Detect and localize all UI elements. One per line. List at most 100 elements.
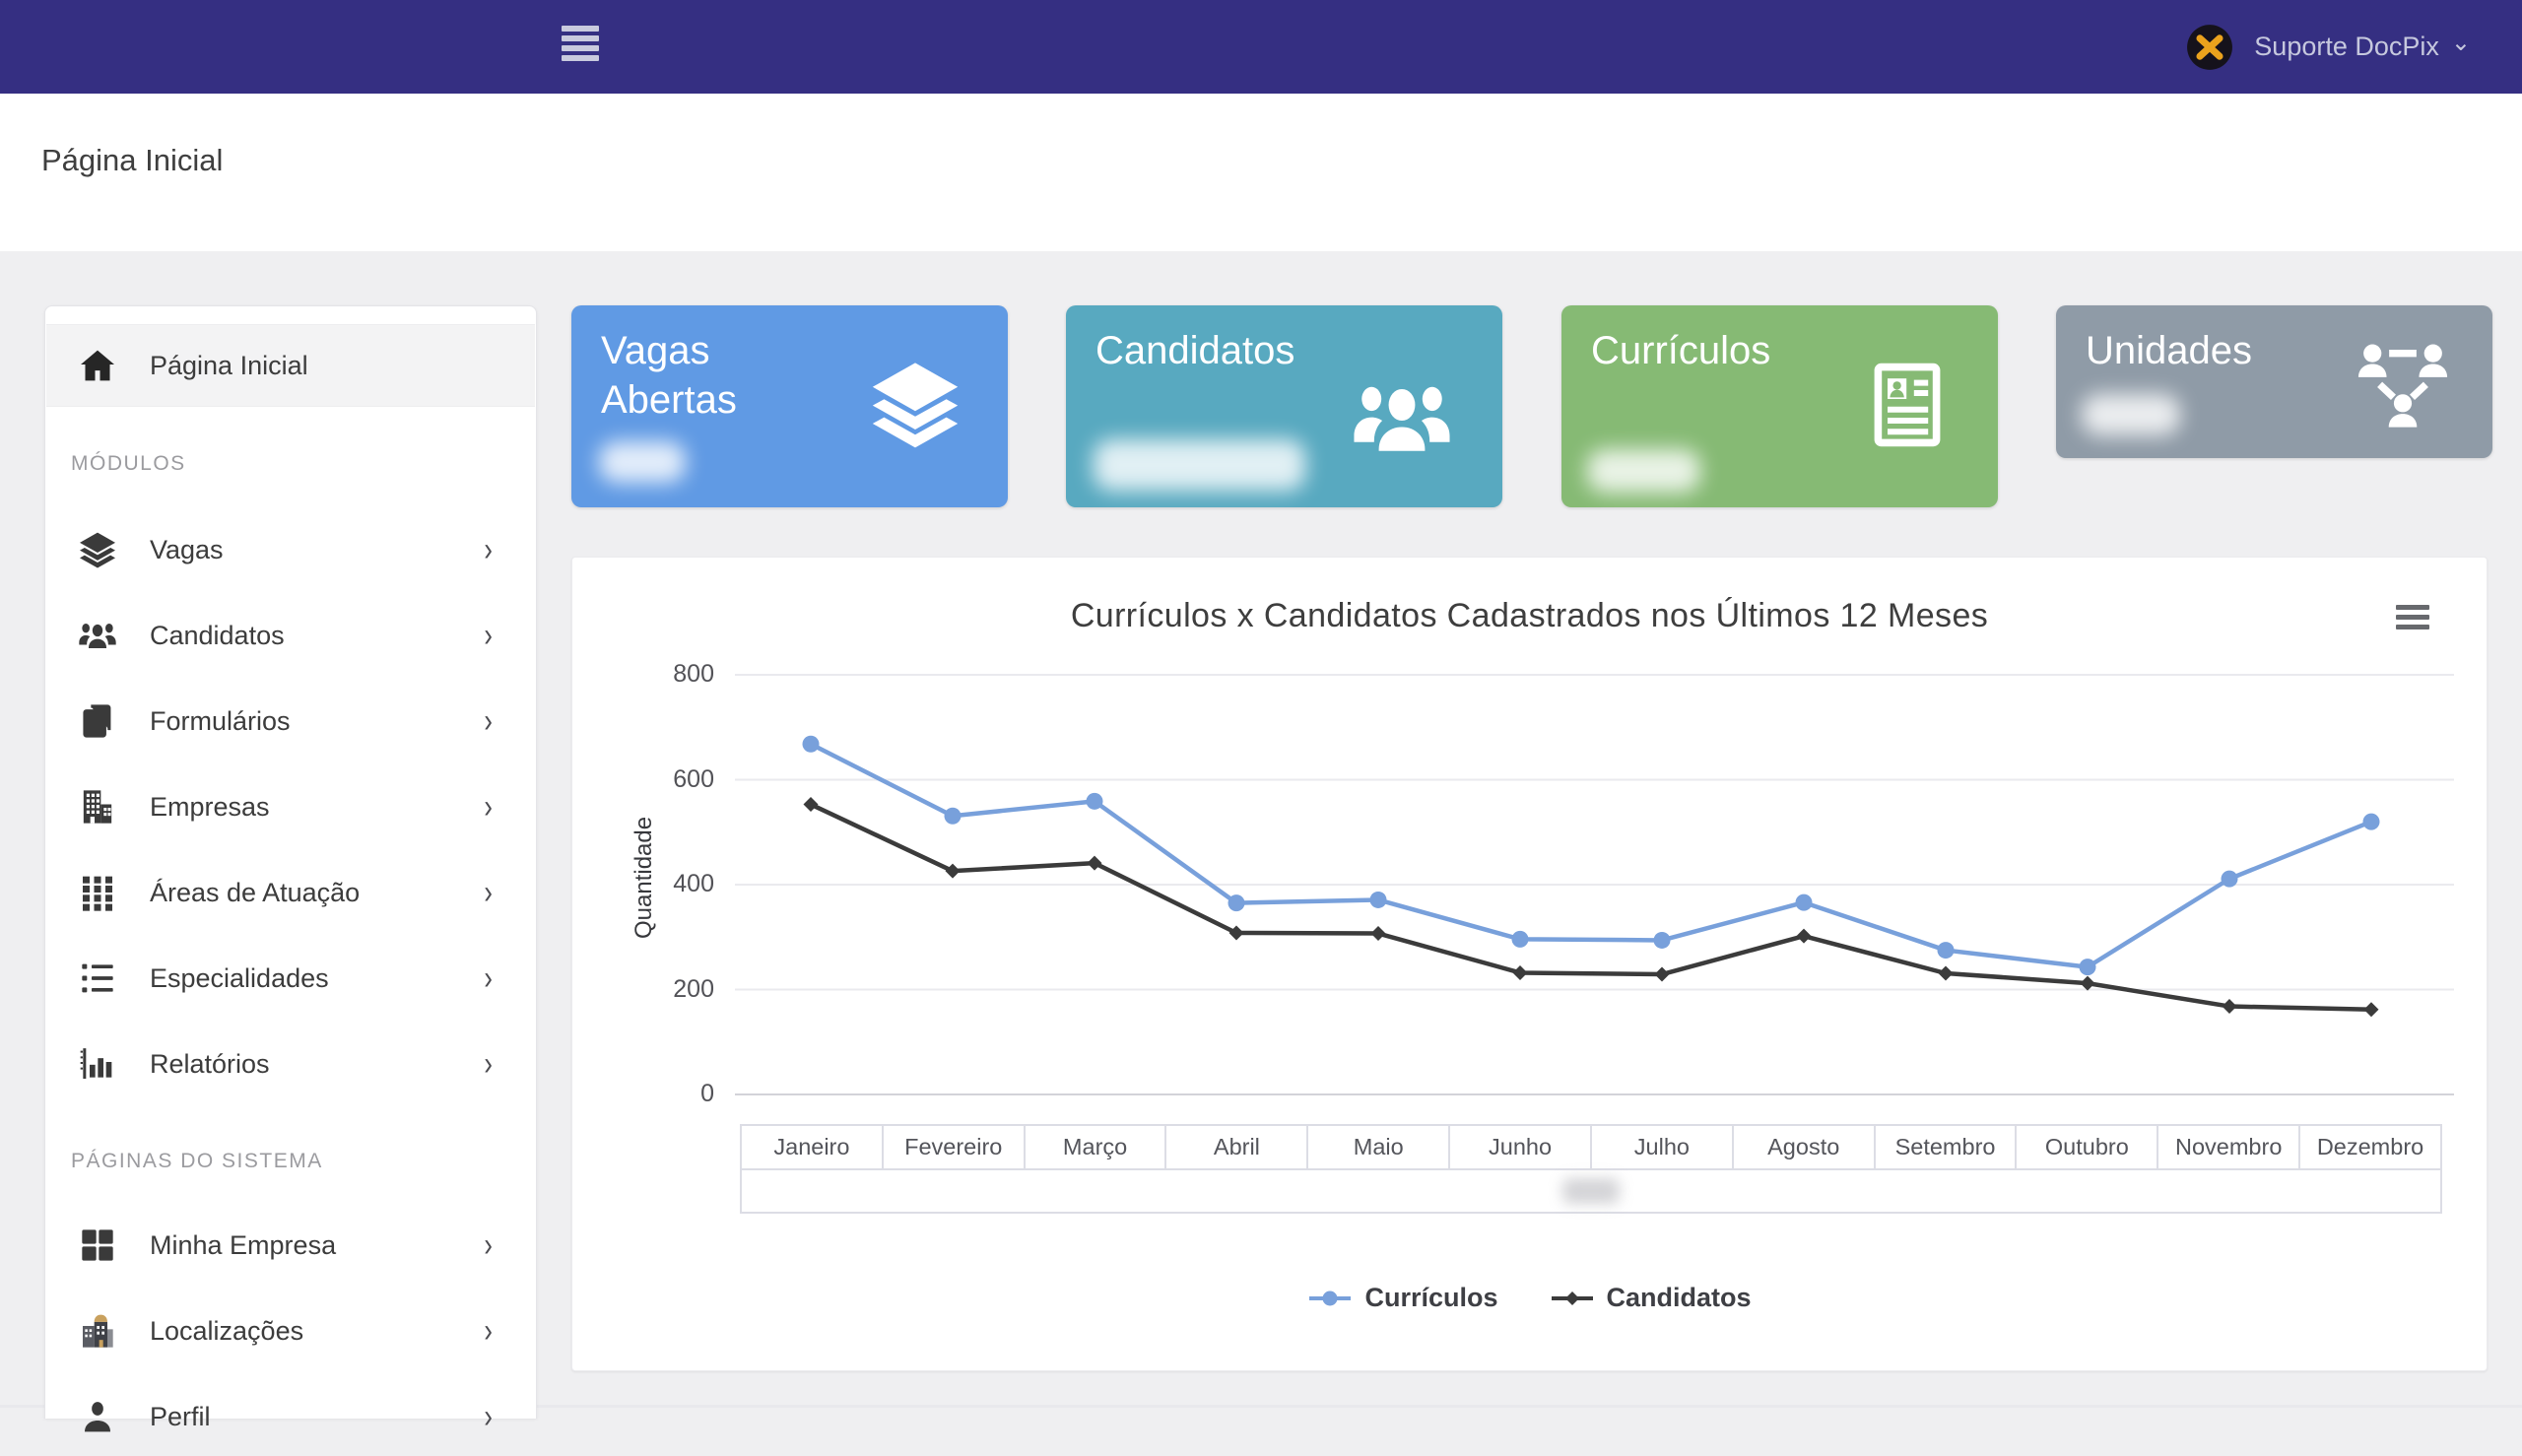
x-axis-label-setembro: Setembro — [1876, 1126, 2018, 1168]
chevron-right-icon: › — [484, 1398, 493, 1435]
chevron-right-icon: › — [484, 960, 493, 997]
legend-item-candidatos[interactable]: Candidatos — [1550, 1283, 1752, 1313]
forms-icon — [78, 701, 117, 741]
legend-item-curriculos[interactable]: Currículos — [1307, 1283, 1498, 1313]
user-menu[interactable]: Suporte DocPix ⌄ — [2185, 0, 2471, 94]
data-point-candidatos — [803, 797, 819, 813]
sitemap-icon — [2345, 335, 2461, 437]
series-line-curriculos — [809, 742, 2372, 969]
chevron-right-icon: › — [484, 788, 493, 826]
y-axis-tick-label: 600 — [673, 764, 714, 793]
grid-icon — [78, 873, 117, 912]
data-point-candidatos — [1512, 964, 1528, 980]
stat-card-unidades[interactable]: Unidades — [2056, 305, 2492, 458]
sidebar-item-pagina-inicial[interactable]: Página Inicial — [46, 324, 535, 407]
sidebar-nav: Página Inicial MÓDULOS Vagas › Candidatos › Fo… — [44, 305, 537, 1433]
sidebar-item-perfil[interactable]: Perfil › — [46, 1377, 535, 1456]
sidebar-item-label: Relatórios — [150, 1048, 270, 1079]
sidebar-item-formularios[interactable]: Formulários › — [46, 682, 535, 761]
squares-icon — [78, 1225, 117, 1265]
layers-icon — [860, 357, 970, 451]
stat-card-candidatos[interactable]: Candidatos — [1066, 305, 1502, 507]
sidebar-item-label: Vagas — [150, 534, 224, 564]
sidebar-item-label: Candidatos — [150, 620, 285, 650]
sidebar-item-label: Áreas de Atuação — [150, 877, 361, 907]
y-axis-tick-label: 400 — [673, 870, 714, 897]
x-axis-label-janeiro: Janeiro — [742, 1126, 884, 1168]
bottom-divider — [0, 1405, 2522, 1408]
data-point-curriculos — [1086, 792, 1103, 810]
stat-card-title: Unidades — [2086, 329, 2253, 372]
sidebar-item-label: Perfil — [150, 1401, 211, 1431]
legend-marker-diamond — [1551, 1291, 1593, 1305]
x-axis-year-redacted — [1562, 1177, 1620, 1204]
home-icon — [78, 346, 117, 385]
legend-label: Candidatos — [1606, 1283, 1752, 1312]
line-chart-plot — [735, 674, 2454, 1095]
stat-card-vagas-abertas[interactable]: Vagas Abertas — [571, 305, 1008, 507]
sidebar-item-minha-empresa[interactable]: Minha Empresa › — [46, 1206, 535, 1285]
legend-marker-circle — [1309, 1291, 1352, 1305]
data-point-curriculos — [1228, 894, 1245, 912]
data-point-curriculos — [1369, 891, 1387, 908]
data-point-curriculos — [1653, 931, 1671, 949]
chevron-down-icon: ⌄ — [2450, 30, 2471, 56]
user-name: Suporte DocPix — [2254, 32, 2439, 61]
stat-card-title: Candidatos — [1095, 329, 1295, 372]
data-point-curriculos — [2079, 959, 2096, 976]
sidebar-item-areas-de-atuacao[interactable]: Áreas de Atuação › — [46, 853, 535, 932]
data-point-candidatos — [1087, 855, 1102, 871]
stat-card-value-redacted — [599, 441, 686, 483]
user-icon — [78, 1397, 117, 1436]
chevron-right-icon: › — [484, 1045, 493, 1083]
chart-menu-icon[interactable] — [2396, 605, 2431, 634]
sidebar-item-vagas[interactable]: Vagas › — [46, 510, 535, 589]
sidebar-item-localizacoes[interactable]: Localizações › — [46, 1291, 535, 1370]
x-axis-year-row — [740, 1169, 2442, 1214]
data-point-curriculos — [2362, 813, 2380, 830]
sidebar-item-label: Empresas — [150, 791, 270, 822]
stat-card-value-redacted — [1094, 439, 1305, 491]
sidebar-section-modulos: MÓDULOS — [71, 452, 186, 475]
stat-card-value-redacted — [2082, 394, 2180, 435]
y-axis-tick-label: 0 — [700, 1080, 714, 1107]
x-axis-label-junho: Junho — [1450, 1126, 1592, 1168]
x-axis-label-fevereiro: Fevereiro — [884, 1126, 1026, 1168]
sidebar-item-label: Especialidades — [150, 962, 329, 993]
data-point-candidatos — [1228, 925, 1244, 941]
chevron-right-icon: › — [484, 1312, 493, 1350]
page-header: Página Inicial — [0, 94, 2522, 251]
sidebar-item-label: Localizações — [150, 1315, 304, 1346]
menu-hamburger-icon[interactable] — [562, 26, 601, 69]
x-axis-label-agosto: Agosto — [1734, 1126, 1876, 1168]
x-axis-label-outubro: Outubro — [2017, 1126, 2159, 1168]
data-point-candidatos — [2222, 999, 2237, 1015]
data-point-curriculos — [1511, 930, 1529, 948]
data-point-curriculos — [944, 807, 962, 825]
data-point-curriculos — [1937, 942, 1955, 960]
chevron-right-icon: › — [484, 617, 493, 654]
stat-card-curriculos[interactable]: Currículos — [1561, 305, 1998, 507]
sidebar-item-relatorios[interactable]: Relatórios › — [46, 1025, 535, 1103]
stat-card-value-redacted — [1587, 449, 1700, 493]
chevron-right-icon: › — [484, 1226, 493, 1264]
data-point-candidatos — [1938, 965, 1954, 981]
data-point-candidatos — [1370, 926, 1386, 942]
data-point-curriculos — [2221, 870, 2238, 888]
legend-label: Currículos — [1364, 1283, 1498, 1312]
x-axis-month-row: Janeiro Fevereiro Março Abril Maio Junho Julho… — [740, 1124, 2442, 1170]
sidebar-item-label: Formulários — [150, 705, 291, 736]
building-icon — [78, 787, 117, 827]
sidebar-item-empresas[interactable]: Empresas › — [46, 767, 535, 846]
stat-card-title: Currículos — [1591, 329, 1771, 372]
data-point-candidatos — [1654, 966, 1670, 982]
x-axis-label-abril: Abril — [1166, 1126, 1309, 1168]
y-axis-tick-label: 200 — [673, 974, 714, 1003]
list-icon — [78, 959, 117, 998]
avatar — [2185, 23, 2234, 72]
sidebar-item-especialidades[interactable]: Especialidades › — [46, 939, 535, 1018]
chart-legend: Currículos Candidatos — [572, 1283, 2487, 1313]
sidebar-item-candidatos[interactable]: Candidatos › — [46, 596, 535, 675]
sidebar-section-paginas-do-sistema: PÁGINAS DO SISTEMA — [71, 1150, 323, 1172]
x-axis-label-dezembro: Dezembro — [2316, 1134, 2424, 1159]
